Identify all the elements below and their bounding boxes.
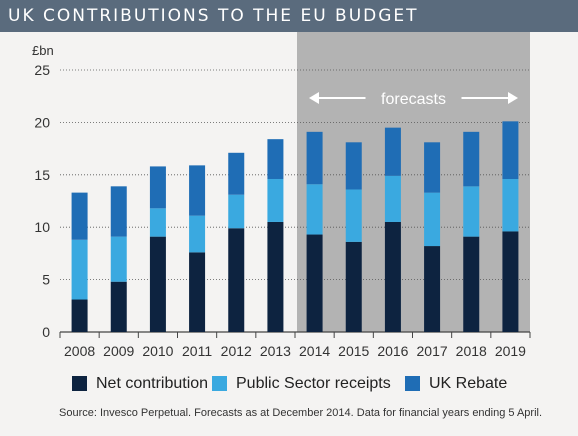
bar-net-contribution-2008 [71,299,88,332]
bar-uk-rebate-2016 [384,127,401,176]
bar-public-sector-receipts-2014 [306,184,323,235]
legend-label-public-sector-receipts: Public Sector receipts [236,375,391,392]
y-tick-label-0: 0 [42,324,50,340]
bar-uk-rebate-2013 [267,139,284,179]
x-tick-label-2011: 2011 [182,343,212,359]
x-tick-label-2010: 2010 [142,343,173,359]
legend-swatch-net-contribution [72,376,87,391]
bar-net-contribution-2012 [228,228,245,332]
bar-net-contribution-2019 [502,231,519,332]
bar-public-sector-receipts-2010 [149,208,166,237]
forecast-arrow-right-head [508,92,518,104]
bar-uk-rebate-2012 [228,152,245,195]
bar-public-sector-receipts-2018 [463,186,480,237]
bar-public-sector-receipts-2011 [189,215,206,253]
y-tick-label-10: 10 [34,219,50,235]
forecast-arrow-left-head [309,92,319,104]
bar-public-sector-receipts-2012 [228,194,245,229]
y-tick-label-25: 25 [34,62,50,78]
bar-net-contribution-2016 [384,221,401,332]
bar-uk-rebate-2017 [424,142,441,193]
y-tick-label-15: 15 [34,167,50,183]
forecast-label: forecasts [381,91,446,108]
y-tick-label-5: 5 [42,272,50,288]
bar-uk-rebate-2015 [345,142,362,190]
bar-public-sector-receipts-2016 [384,175,401,222]
x-tick-label-2008: 2008 [64,343,95,359]
bar-public-sector-receipts-2015 [345,189,362,242]
x-tick-label-2014: 2014 [299,343,330,359]
y-tick-label-20: 20 [34,114,50,130]
bar-net-contribution-2014 [306,234,323,332]
x-tick-label-2016: 2016 [377,343,408,359]
bar-uk-rebate-2010 [149,166,166,209]
bar-uk-rebate-2008 [71,192,88,240]
x-tick-label-2018: 2018 [456,343,487,359]
title-bar: UK CONTRIBUTIONS TO THE EU BUDGET [0,0,578,32]
legend-swatch-public-sector-receipts [212,376,227,391]
bar-uk-rebate-2019 [502,121,519,179]
bar-public-sector-receipts-2013 [267,178,284,222]
x-tick-label-2019: 2019 [495,343,526,359]
x-tick-label-2009: 2009 [103,343,134,359]
legend-swatch-uk-rebate [405,376,420,391]
legend-label-uk-rebate: UK Rebate [429,375,508,392]
bar-net-contribution-2010 [149,236,166,332]
bar-net-contribution-2011 [189,252,206,332]
forecast-region [297,32,530,332]
bar-net-contribution-2018 [463,236,480,332]
bar-uk-rebate-2009 [110,186,127,237]
bar-uk-rebate-2018 [463,131,480,187]
legend-label-net-contribution: Net contribution [96,375,209,392]
source-note: Source: Invesco Perpetual. Forecasts as … [59,407,543,419]
bar-public-sector-receipts-2017 [424,192,441,247]
x-tick-label-2015: 2015 [338,343,369,359]
bar-public-sector-receipts-2009 [110,236,127,282]
stacked-bar-chart: 0 5 10 15 20 25 £bn 2008 2009 2010 2011 2012 2013 201… [32,32,531,359]
y-axis-label: £bn [32,43,54,58]
bar-net-contribution-2013 [267,221,284,332]
x-tick-label-2013: 2013 [260,343,291,359]
bar-uk-rebate-2014 [306,131,323,185]
bar-net-contribution-2009 [110,281,127,332]
chart-title: UK CONTRIBUTIONS TO THE EU BUDGET [8,6,419,26]
x-tick-label-2017: 2017 [417,343,448,359]
bar-public-sector-receipts-2019 [502,178,519,232]
bar-net-contribution-2015 [345,241,362,332]
x-tick-label-2012: 2012 [221,343,252,359]
bar-net-contribution-2017 [424,246,441,332]
bar-public-sector-receipts-2008 [71,239,88,300]
bar-uk-rebate-2011 [189,165,206,216]
